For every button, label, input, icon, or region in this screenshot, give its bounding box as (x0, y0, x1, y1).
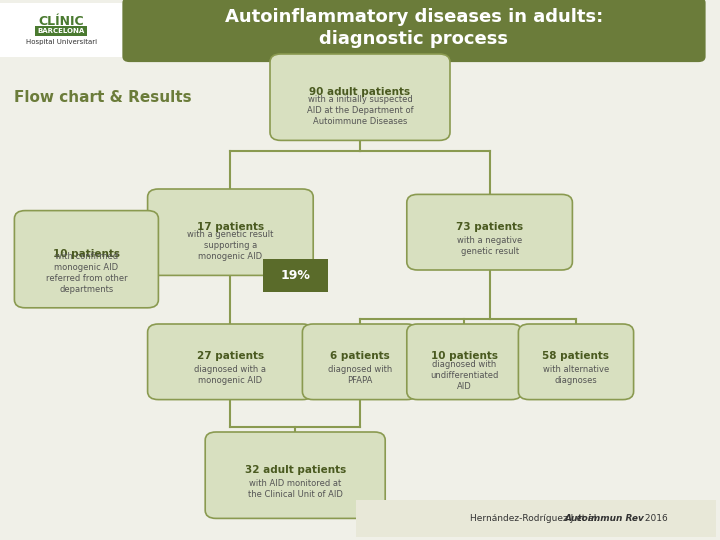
Text: 2016: 2016 (642, 514, 668, 523)
Text: Autoinflammatory diseases in adults:
diagnostic process: Autoinflammatory diseases in adults: dia… (225, 8, 603, 48)
Text: 17 patients: 17 patients (197, 222, 264, 232)
Text: with confirmed
monogenic AID
referred from other
departments: with confirmed monogenic AID referred fr… (45, 252, 127, 294)
FancyBboxPatch shape (407, 324, 522, 400)
FancyBboxPatch shape (356, 500, 716, 537)
Text: 10 patients: 10 patients (431, 352, 498, 361)
Text: Flow chart & Results: Flow chart & Results (14, 90, 192, 105)
FancyBboxPatch shape (148, 189, 313, 275)
Text: 32 adult patients: 32 adult patients (245, 465, 346, 475)
FancyBboxPatch shape (518, 324, 634, 400)
Text: 27 patients: 27 patients (197, 352, 264, 361)
Text: 6 patients: 6 patients (330, 352, 390, 361)
Text: with a initially suspected
AID at the Department of
Autoimmune Diseases: with a initially suspected AID at the De… (307, 95, 413, 126)
FancyBboxPatch shape (122, 0, 706, 62)
Text: diagnosed with
PFAPA: diagnosed with PFAPA (328, 365, 392, 386)
Text: diagnosed with a
monogenic AID: diagnosed with a monogenic AID (194, 365, 266, 386)
Text: 19%: 19% (280, 269, 310, 282)
FancyBboxPatch shape (302, 324, 418, 400)
Text: Hernández-Rodríguez J et al.: Hernández-Rodríguez J et al. (470, 514, 603, 523)
FancyBboxPatch shape (205, 432, 385, 518)
Text: Hospital Universitari: Hospital Universitari (26, 39, 96, 45)
Text: with a genetic result
supporting a
monogenic AID: with a genetic result supporting a monog… (187, 230, 274, 261)
Text: 90 adult patients: 90 adult patients (310, 87, 410, 97)
Text: CLÍNIC: CLÍNIC (38, 15, 84, 28)
FancyBboxPatch shape (270, 54, 450, 140)
FancyBboxPatch shape (14, 211, 158, 308)
Text: Autoimmun Rev: Autoimmun Rev (565, 514, 644, 523)
Text: 58 patients: 58 patients (542, 352, 610, 361)
FancyBboxPatch shape (0, 3, 122, 57)
Text: 10 patients: 10 patients (53, 249, 120, 259)
FancyBboxPatch shape (148, 324, 313, 400)
Text: with a negative
genetic result: with a negative genetic result (457, 235, 522, 256)
Text: with AID monitored at
the Clinical Unit of AID: with AID monitored at the Clinical Unit … (248, 478, 343, 499)
FancyBboxPatch shape (263, 259, 328, 292)
Text: diagnosed with
undifferentiated
AID: diagnosed with undifferentiated AID (431, 360, 498, 391)
Text: with alternative
diagnoses: with alternative diagnoses (543, 365, 609, 386)
FancyBboxPatch shape (407, 194, 572, 270)
Text: 73 patients: 73 patients (456, 222, 523, 232)
Text: BARCELONA: BARCELONA (37, 28, 85, 35)
